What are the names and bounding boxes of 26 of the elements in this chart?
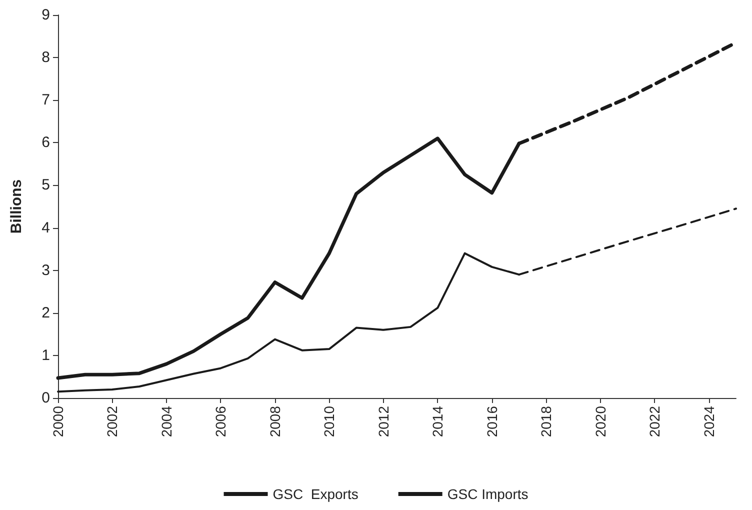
y-tick-label: 3 <box>42 262 50 279</box>
x-tick-label: 2018 <box>538 406 554 438</box>
y-tick-label: 7 <box>42 92 50 109</box>
legend-label: GSC Exports <box>272 486 358 502</box>
y-tick-label: 0 <box>42 390 50 406</box>
y-tick-label: 5 <box>42 176 50 194</box>
x-tick-label: 2006 <box>212 406 229 438</box>
y-tick-label: 6 <box>42 134 50 152</box>
y-axis-title: Billions <box>8 179 25 234</box>
x-tick-label: 2022 <box>646 406 663 438</box>
x-tick-label: 2016 <box>484 406 500 438</box>
x-tick-label: 2014 <box>430 406 446 438</box>
x-tick-label: 2002 <box>104 406 120 438</box>
y-tick-label: 4 <box>42 219 50 236</box>
x-tick-label: 2012 <box>375 406 392 438</box>
legend-label: GSC Imports <box>447 486 528 502</box>
x-tick-label: 2020 <box>592 406 608 438</box>
x-tick-label: 2024 <box>700 406 717 438</box>
x-tick-label: 2008 <box>266 406 283 438</box>
x-tick-label: 2000 <box>50 406 66 438</box>
y-tick-label: 2 <box>42 304 50 322</box>
y-tick-label: 8 <box>42 49 50 66</box>
x-tick-label: 2010 <box>321 406 338 438</box>
x-tick-label: 2004 <box>158 406 174 438</box>
y-tick-label: 1 <box>42 346 50 364</box>
y-tick-label: 9 <box>42 6 50 24</box>
